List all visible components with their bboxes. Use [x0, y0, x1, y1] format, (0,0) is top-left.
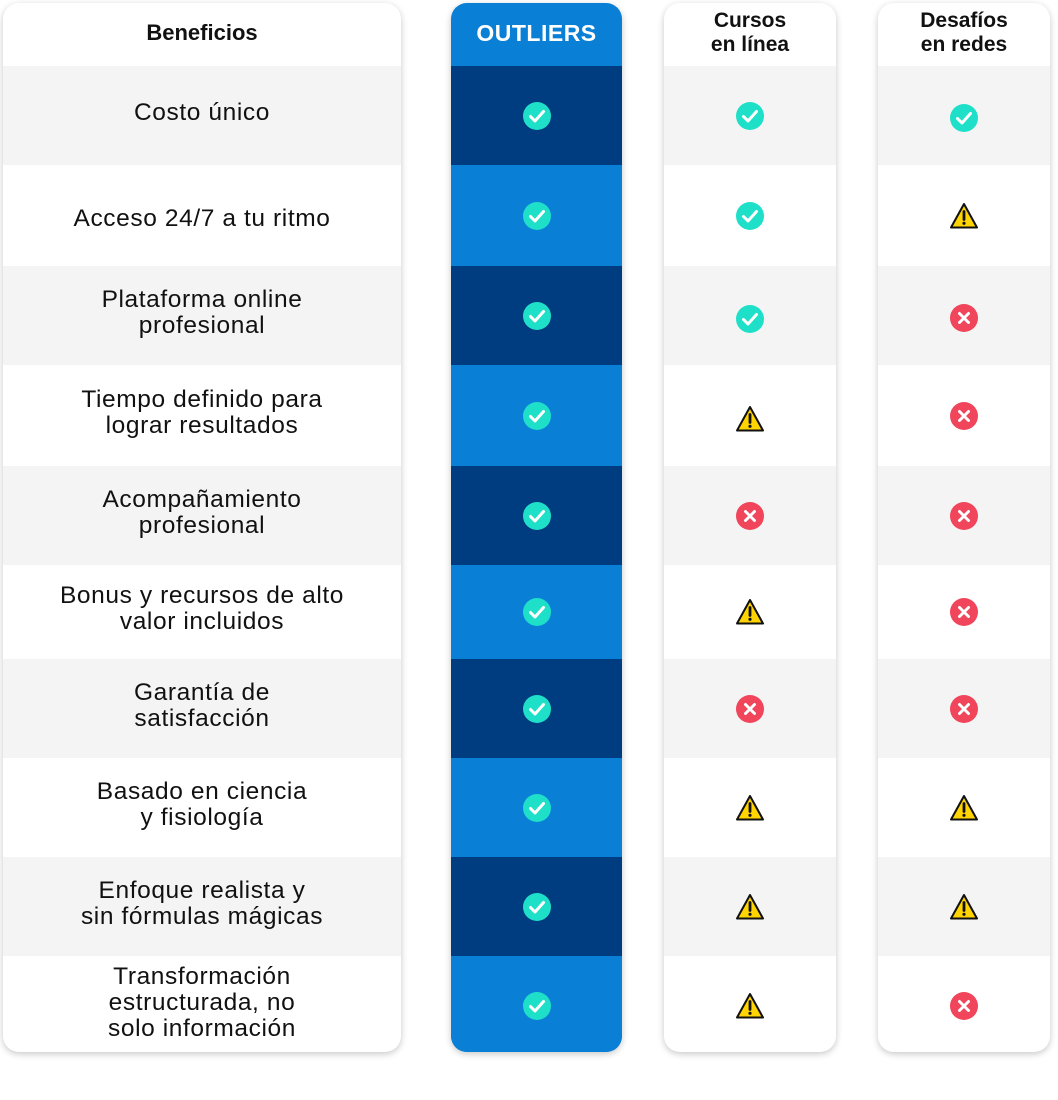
benefit-label: Transformación estructurada, no solo inf… [108, 962, 296, 1042]
benefit-row: Tiempo definido para lograr resultados [3, 365, 401, 466]
benefits-column: Beneficios Costo único Acceso 24/7 a tu r… [3, 3, 401, 1052]
cross-circle-icon [736, 501, 764, 530]
outliers-cell [451, 758, 622, 857]
warning-triangle-icon [950, 202, 978, 228]
redes-cell [878, 66, 1050, 165]
cross-circle-icon [950, 501, 978, 530]
benefit-row: Transformación estructurada, no solo inf… [3, 956, 401, 1052]
benefit-label: Bonus y recursos de alto valor incluidos [59, 582, 345, 635]
cross-circle-icon [950, 598, 978, 626]
outliers-cell [451, 659, 622, 758]
check-circle-icon [522, 301, 551, 330]
redes-cell [878, 266, 1050, 365]
check-circle-icon [522, 991, 551, 1020]
benefit-row: Acceso 24/7 a tu ritmo [3, 165, 401, 266]
outliers-cell [451, 365, 622, 466]
cursos-en-linea-column: Cursos en línea [664, 3, 836, 1052]
warning-triangle-icon [736, 599, 764, 625]
benefit-row: Basado en ciencia y fisiología [3, 758, 401, 857]
outliers-header: OUTLIERS [476, 20, 597, 46]
outliers-cell [451, 857, 622, 956]
cursos-cell [664, 365, 836, 466]
cursos-cell [664, 857, 836, 956]
redes-cell [878, 956, 1050, 1052]
benefit-label: Garantía de satisfacción [134, 678, 270, 732]
check-circle-icon [522, 401, 551, 430]
benefit-row: Garantía de satisfacción [3, 659, 401, 758]
benefit-label: Acceso 24/7 a tu ritmo [73, 204, 331, 232]
cursos-cell [664, 66, 836, 165]
benefit-label: Tiempo definido para lograr resultados [81, 385, 323, 439]
check-circle-icon [522, 694, 551, 723]
warning-triangle-icon [950, 794, 978, 820]
outliers-cell [451, 66, 622, 165]
redes-cell [878, 466, 1050, 565]
benefit-row: Enfoque realista y sin fórmulas mágicas [3, 857, 401, 956]
check-circle-icon [522, 793, 551, 822]
outliers-cell [451, 165, 622, 266]
outliers-column: OUTLIERS [451, 3, 622, 1052]
benefits-header: Beneficios [146, 20, 258, 45]
warning-triangle-icon [736, 405, 764, 431]
check-circle-icon [522, 101, 551, 130]
cursos-cell [664, 165, 836, 266]
redes-cell [878, 365, 1050, 466]
cursos-cell [664, 956, 836, 1052]
check-circle-icon [522, 501, 551, 530]
benefit-label: Enfoque realista y sin fórmulas mágicas [80, 876, 324, 930]
benefit-label: Acompañamiento profesional [102, 485, 302, 539]
cross-circle-icon [736, 694, 764, 723]
cross-circle-icon [950, 401, 978, 430]
cursos-cell [664, 758, 836, 857]
benefit-row: Acompañamiento profesional [3, 466, 401, 565]
cursos-cell [664, 659, 836, 758]
outliers-cell [451, 466, 622, 565]
check-circle-icon [522, 201, 551, 230]
benefit-label: Basado en ciencia y fisiología [96, 777, 308, 831]
warning-triangle-icon [736, 992, 764, 1018]
redes-cell [878, 857, 1050, 956]
redes-cell [878, 165, 1050, 266]
benefit-row: Plataforma online profesional [3, 266, 401, 365]
redes-cell [878, 659, 1050, 758]
warning-triangle-icon [736, 893, 764, 919]
benefit-row: Costo único [3, 66, 401, 165]
outliers-cell [451, 956, 622, 1052]
check-circle-icon [736, 304, 764, 333]
desafios-en-redes-header: Desafíos en redes [920, 9, 1008, 56]
redes-cell [878, 758, 1050, 857]
check-circle-icon [736, 101, 764, 130]
cross-circle-icon [950, 303, 978, 332]
cursos-cell [664, 565, 836, 659]
warning-triangle-icon [950, 893, 978, 919]
benefit-label: Costo único [134, 98, 270, 126]
benefit-label: Plataforma online profesional [101, 285, 303, 339]
warning-triangle-icon [736, 794, 764, 820]
check-circle-icon [522, 892, 551, 921]
cursos-en-linea-header: Cursos en línea [710, 9, 790, 56]
cross-circle-icon [950, 694, 978, 723]
desafios-en-redes-column: Desafíos en redes [878, 3, 1050, 1052]
outliers-cell [451, 266, 622, 365]
redes-cell [878, 565, 1050, 659]
cross-circle-icon [950, 991, 978, 1020]
outliers-cell [451, 565, 622, 659]
cursos-cell [664, 266, 836, 365]
cursos-cell [664, 466, 836, 565]
benefit-row: Bonus y recursos de alto valor incluidos [3, 565, 401, 659]
check-circle-icon [950, 103, 978, 132]
check-circle-icon [522, 598, 551, 626]
check-circle-icon [736, 201, 764, 230]
